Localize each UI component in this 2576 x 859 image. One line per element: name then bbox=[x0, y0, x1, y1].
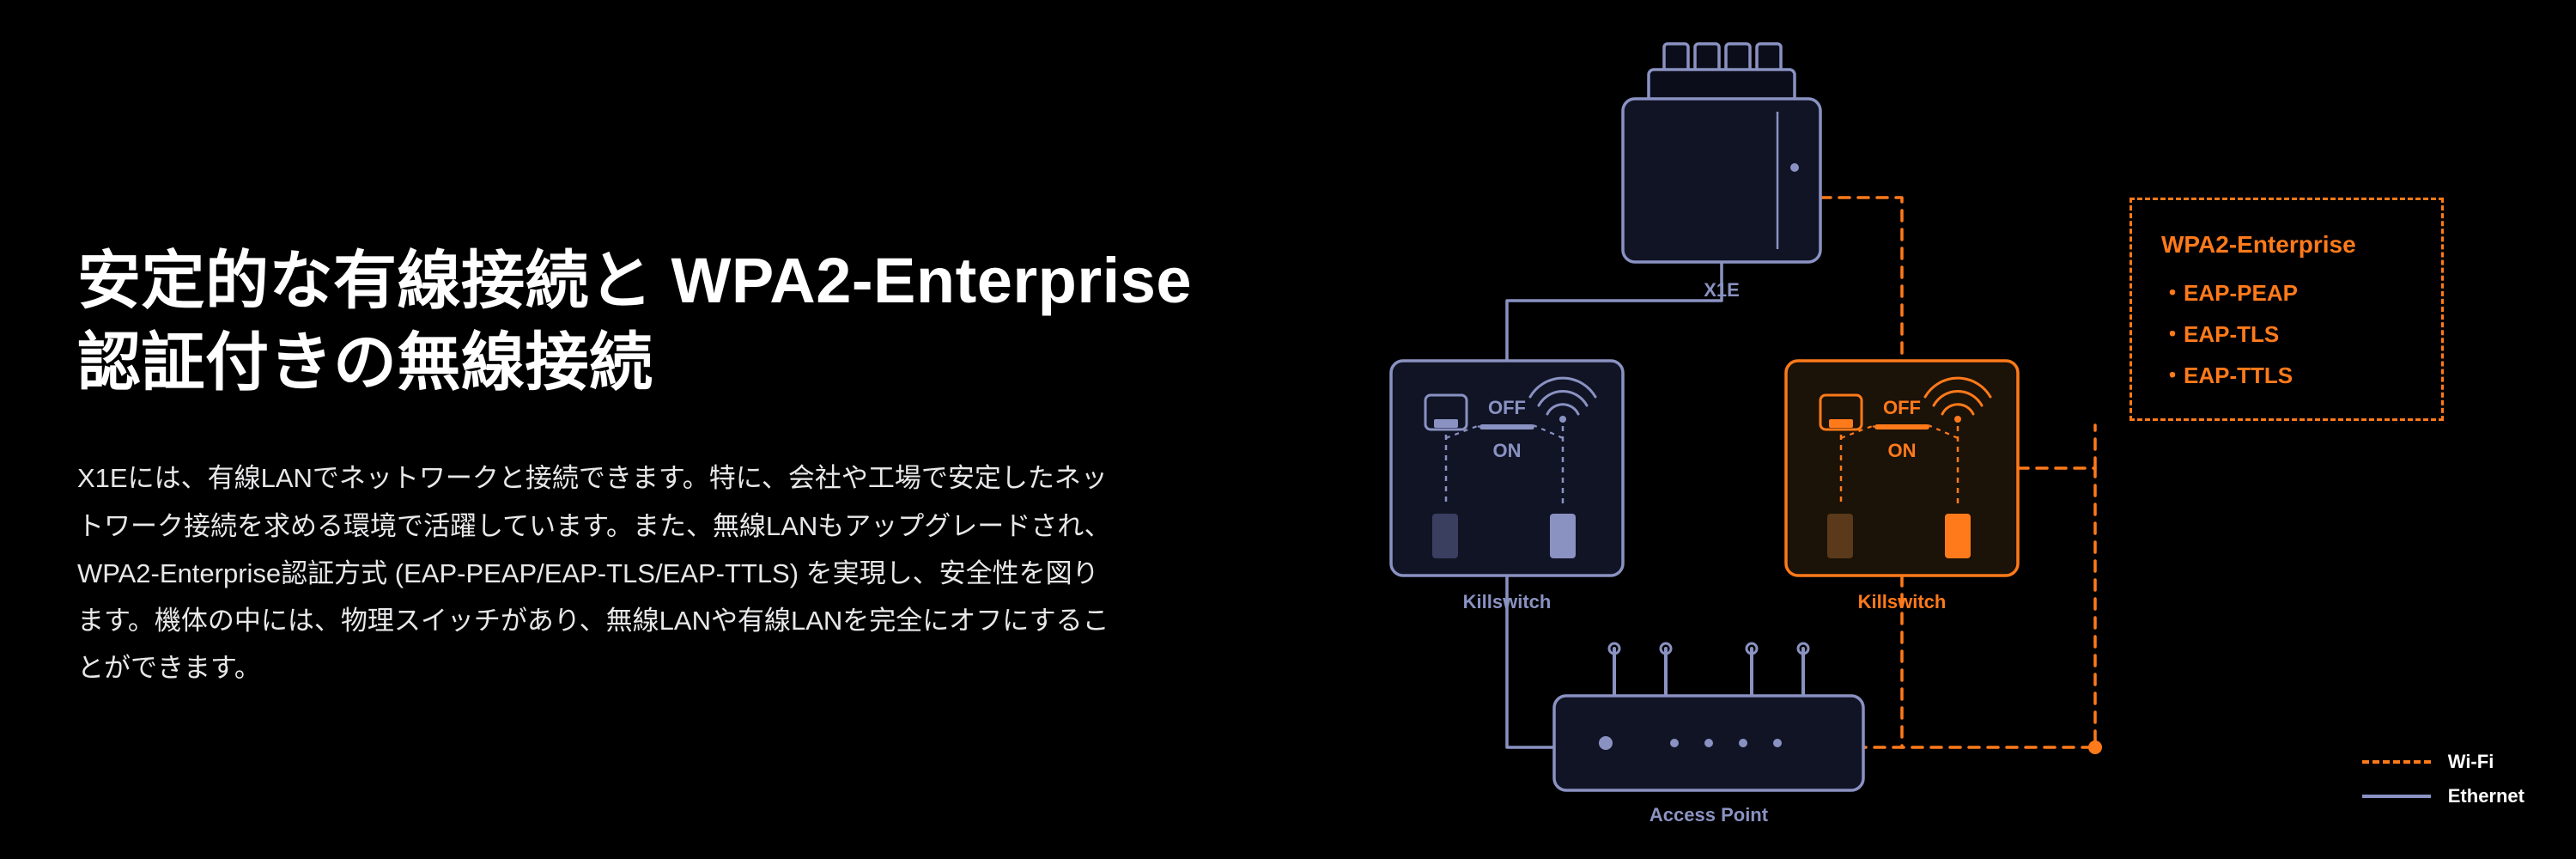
page-title: 安定的な有線接続と WPA2-Enterprise 認証付きの無線接続 bbox=[77, 241, 1194, 403]
wpa2-header: WPA2-Enterprise bbox=[2161, 222, 2412, 267]
page-body: X1Eには、有線LANでネットワークと接続できます。特に、会社や工場で安定したネ… bbox=[77, 454, 1125, 691]
svg-text:ON: ON bbox=[1888, 440, 1917, 461]
x1e-label: X1E bbox=[1610, 279, 1833, 302]
svg-text:OFF: OFF bbox=[1883, 397, 1921, 418]
access-point-label: Access Point bbox=[1597, 804, 1820, 826]
svg-text:OFF: OFF bbox=[1488, 397, 1526, 418]
wpa2-box: WPA2-Enterprise ・EAP-PEAP ・EAP-TLS ・EAP-… bbox=[2129, 198, 2444, 421]
wpa2-item: ・EAP-PEAP bbox=[2161, 272, 2412, 314]
legend-wifi-line bbox=[2362, 760, 2431, 764]
network-diagram: OFF ON OFF ON X1E Killswitch Killswitch Acc… bbox=[1305, 17, 2559, 842]
legend: Wi-Fi Ethernet bbox=[2362, 739, 2524, 807]
wpa2-item: ・EAP-TTLS bbox=[2161, 355, 2412, 396]
wpa2-item: ・EAP-TLS bbox=[2161, 314, 2412, 355]
legend-ethernet-label: Ethernet bbox=[2448, 785, 2524, 807]
svg-text:ON: ON bbox=[1493, 440, 1522, 461]
legend-ethernet-line bbox=[2362, 795, 2431, 798]
legend-wifi-label: Wi-Fi bbox=[2448, 751, 2494, 773]
killswitch-wireless-label: Killswitch bbox=[1790, 591, 2014, 613]
killswitch-wired-label: Killswitch bbox=[1395, 591, 1619, 613]
